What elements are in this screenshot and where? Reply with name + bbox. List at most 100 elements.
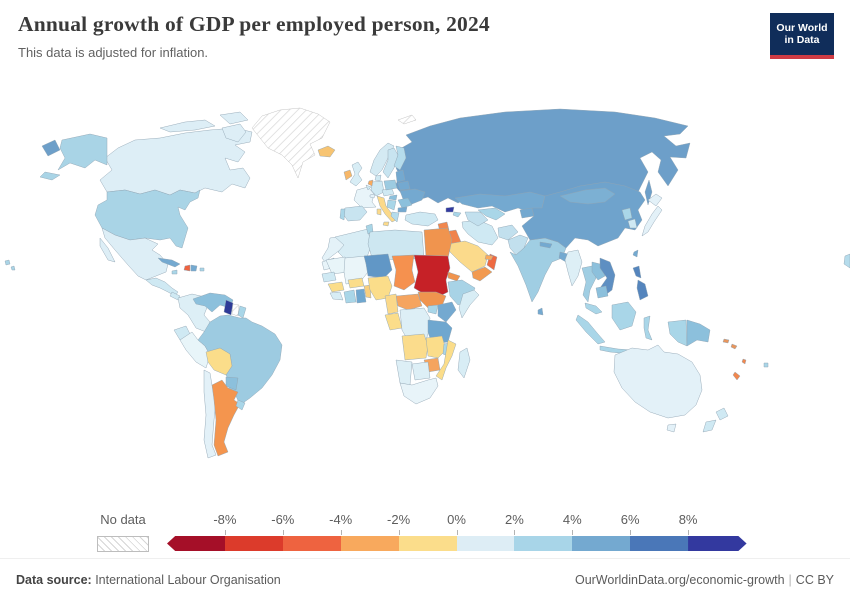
country-mexico[interactable] xyxy=(99,237,116,263)
country-nepal[interactable] xyxy=(539,241,553,249)
country-egypt[interactable] xyxy=(423,227,453,259)
country-baltics[interactable] xyxy=(395,169,406,183)
country-senegal[interactable] xyxy=(321,271,337,283)
country-italy[interactable] xyxy=(382,221,390,227)
country-fiji[interactable] xyxy=(763,362,769,368)
country-canada[interactable] xyxy=(159,119,216,133)
country-solomon-islands[interactable] xyxy=(730,343,738,350)
country-dominican-republic[interactable] xyxy=(190,264,198,272)
country-argentina[interactable] xyxy=(211,379,241,457)
country-belarus[interactable] xyxy=(397,180,411,191)
country-uzbekistan[interactable] xyxy=(477,207,506,221)
country-iceland[interactable] xyxy=(317,145,336,158)
country-austria-czech[interactable] xyxy=(381,188,395,197)
license-link[interactable]: CC BY xyxy=(795,572,834,587)
country-usa[interactable] xyxy=(39,171,61,181)
country-myanmar[interactable] xyxy=(564,249,583,287)
country-south-africa[interactable] xyxy=(399,377,439,405)
country-australia[interactable] xyxy=(613,344,703,419)
country-philippines[interactable] xyxy=(636,279,649,301)
country-canada[interactable] xyxy=(221,123,247,143)
country-georgia[interactable] xyxy=(445,206,455,213)
country-denmark[interactable] xyxy=(374,174,382,182)
country-poland[interactable] xyxy=(383,179,398,191)
country-indonesia[interactable] xyxy=(643,315,653,341)
country-solomon-islands[interactable] xyxy=(722,338,730,344)
no-data-swatch[interactable] xyxy=(97,536,149,552)
country-namibia[interactable] xyxy=(395,359,413,386)
country-vanuatu[interactable] xyxy=(741,358,747,365)
country-cameroon[interactable] xyxy=(384,293,399,315)
legend-bin--2-to-0-[interactable] xyxy=(398,536,458,551)
country-kenya[interactable] xyxy=(437,301,457,323)
country-sweden[interactable] xyxy=(382,147,399,179)
country-hungary[interactable] xyxy=(388,194,398,201)
country-germany[interactable] xyxy=(370,180,385,197)
country-new-zealand[interactable] xyxy=(715,407,729,421)
country-sierra-leone-liberia[interactable] xyxy=(329,291,344,301)
country-switzerland[interactable] xyxy=(369,193,376,199)
legend-bin-4-to-6-[interactable] xyxy=(572,536,631,551)
legend-bin--6-to--4-[interactable] xyxy=(282,536,342,551)
country-sudan[interactable] xyxy=(413,254,451,299)
legend-bin-<--8-[interactable] xyxy=(167,536,226,551)
country-north-korea[interactable] xyxy=(621,207,633,221)
country-philippines[interactable] xyxy=(632,265,642,279)
country-azerbaijan[interactable] xyxy=(452,211,462,218)
legend-bin-2-to-4-[interactable] xyxy=(514,536,573,551)
country-malaysia[interactable] xyxy=(584,302,603,315)
country-bolivia[interactable] xyxy=(205,347,233,376)
country-guinea[interactable] xyxy=(327,281,345,293)
owid-link[interactable]: OurWorldinData.org/economic-growth xyxy=(574,572,785,587)
country-hawaii[interactable] xyxy=(4,259,11,266)
country-portugal[interactable] xyxy=(339,208,346,221)
owid-logo[interactable]: Our World in Data xyxy=(770,13,834,59)
country-svalbard[interactable] xyxy=(397,114,417,125)
country-turkey[interactable] xyxy=(404,211,439,227)
country-eritrea[interactable] xyxy=(447,271,461,282)
country-papua-new-guinea[interactable] xyxy=(686,319,711,347)
country-romania[interactable] xyxy=(397,197,413,209)
country-mexico[interactable] xyxy=(101,227,169,281)
country-pacific-islands[interactable] xyxy=(843,253,850,269)
country-sri-lanka[interactable] xyxy=(537,307,544,316)
country-ireland[interactable] xyxy=(343,169,353,181)
country-belgium[interactable] xyxy=(365,184,372,191)
country-gabon-congo[interactable] xyxy=(384,312,403,331)
country-kyrgyzstan-tajikistan[interactable] xyxy=(519,207,535,219)
country-jamaica[interactable] xyxy=(171,269,178,275)
country-puerto-rico[interactable] xyxy=(199,267,205,272)
country-bulgaria[interactable] xyxy=(397,206,408,213)
country-greece[interactable] xyxy=(390,211,400,223)
country-russia[interactable] xyxy=(644,179,653,206)
country-usa[interactable] xyxy=(57,133,108,171)
legend-bin->-8-[interactable] xyxy=(688,536,747,551)
country-china[interactable] xyxy=(521,181,646,249)
country-central-america[interactable] xyxy=(169,291,181,301)
country-angola[interactable] xyxy=(401,333,429,361)
country-madagascar[interactable] xyxy=(457,347,471,379)
country-uk[interactable] xyxy=(349,161,363,187)
country-canada[interactable] xyxy=(219,111,249,125)
country-turkmenistan[interactable] xyxy=(464,211,489,227)
legend-bin-0-to-2-[interactable] xyxy=(456,536,515,551)
country-mongolia[interactable] xyxy=(559,187,616,205)
country-zambia[interactable] xyxy=(425,335,447,359)
country-saudi-arabia[interactable] xyxy=(447,240,489,273)
country-cuba[interactable] xyxy=(157,257,181,268)
country-paraguay[interactable] xyxy=(225,376,239,391)
country-guyana[interactable] xyxy=(223,299,234,316)
country-uae[interactable] xyxy=(484,254,494,261)
country-russia[interactable] xyxy=(41,139,61,157)
country-yemen[interactable] xyxy=(471,266,493,282)
country-indonesia[interactable] xyxy=(575,314,606,345)
country-italy[interactable] xyxy=(376,208,382,216)
country-japan[interactable] xyxy=(641,205,663,237)
country-greenland[interactable] xyxy=(251,107,331,179)
country-netherlands[interactable] xyxy=(367,179,374,187)
country-ghana[interactable] xyxy=(355,288,367,304)
country-ivory-coast[interactable] xyxy=(343,289,357,304)
country-finland[interactable] xyxy=(393,145,407,171)
country-indonesia[interactable] xyxy=(611,301,637,331)
